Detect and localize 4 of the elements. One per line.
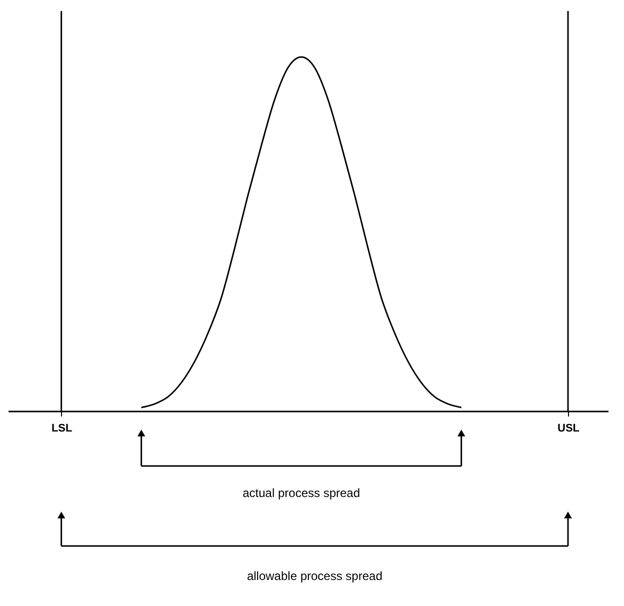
text: actual process spread [242, 486, 360, 500]
x-tick-label: LSL [51, 422, 72, 434]
text: allowable process spread [246, 569, 382, 583]
x-tick-label: USL [558, 422, 580, 434]
